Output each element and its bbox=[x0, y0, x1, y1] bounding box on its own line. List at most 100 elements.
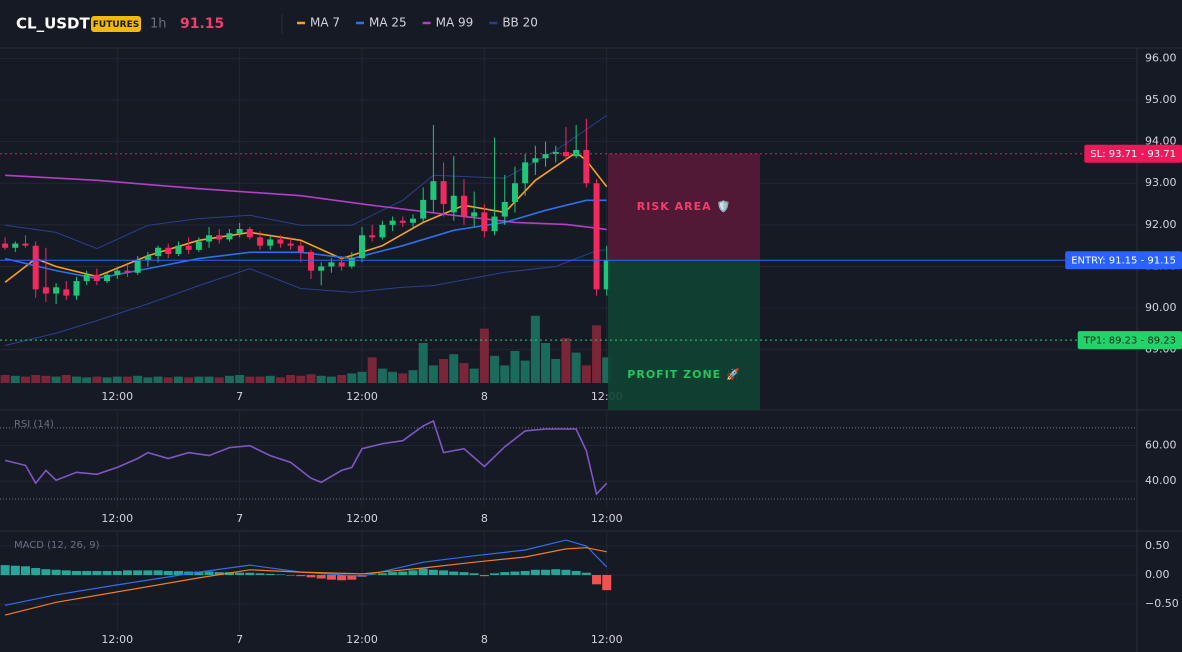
volume-bar bbox=[602, 357, 612, 383]
histogram-bar bbox=[306, 575, 316, 578]
candle-body bbox=[226, 233, 233, 240]
volume-bar bbox=[235, 375, 245, 383]
candle-body bbox=[12, 243, 19, 248]
risk-zone bbox=[608, 153, 760, 261]
volume-bar bbox=[500, 365, 510, 383]
candle-body bbox=[318, 266, 325, 271]
candle-body bbox=[236, 229, 243, 234]
histogram-bar bbox=[602, 575, 612, 591]
volume-bar bbox=[316, 375, 326, 383]
candle-body bbox=[134, 260, 141, 273]
last-price: 91.15 bbox=[180, 16, 224, 32]
histogram-bar bbox=[112, 570, 122, 576]
volume-bar bbox=[224, 375, 234, 383]
volume-bar bbox=[184, 377, 194, 383]
header: CL_USDT FUTURES 1h 91.15 bbox=[16, 14, 283, 34]
histogram-bar bbox=[581, 572, 591, 576]
volume-bar bbox=[71, 376, 81, 383]
volume-bar bbox=[41, 375, 51, 383]
histogram-bar bbox=[347, 575, 357, 580]
histogram-bar bbox=[377, 573, 387, 576]
histogram-bar bbox=[122, 570, 132, 576]
candle-body bbox=[481, 212, 488, 232]
x-tick-label: 12:00 bbox=[346, 633, 378, 646]
x-tick-label: 12:00 bbox=[346, 390, 378, 403]
zone-label: PROFIT ZONE 🚀 bbox=[627, 368, 740, 381]
x-tick-label: 8 bbox=[481, 633, 488, 646]
histogram-bar bbox=[0, 565, 10, 576]
histogram-bar bbox=[530, 569, 540, 576]
candle-body bbox=[389, 220, 396, 225]
trade-zones: RISK AREA 🛡️ PROFIT ZONE 🚀 SL: 93.71 - 93.… bbox=[0, 144, 1182, 410]
level-label: TP1: 89.23 - 89.23 bbox=[1083, 336, 1176, 347]
histogram-bar bbox=[326, 575, 336, 580]
y-tick-label: 93.00 bbox=[1145, 176, 1177, 189]
candle-body bbox=[32, 245, 39, 290]
pane: 12:00 7 12:00 8 12:00 60.00 40.00 RSI (14) bbox=[0, 411, 1177, 525]
symbol: CL_USDT bbox=[16, 15, 91, 33]
candle-body bbox=[104, 274, 111, 282]
candle-body bbox=[369, 235, 376, 238]
histogram-bar bbox=[133, 570, 143, 576]
level-label: ENTRY: 91.15 - 91.15 bbox=[1071, 256, 1176, 267]
histogram-bar bbox=[245, 572, 255, 576]
legend-label: MA 7 bbox=[310, 16, 340, 30]
volume-bar bbox=[296, 375, 306, 383]
x-tick-label: 7 bbox=[236, 390, 243, 403]
volume-bar bbox=[20, 376, 30, 383]
histogram-bar bbox=[398, 571, 408, 576]
candle-body bbox=[83, 274, 90, 282]
candle-body bbox=[63, 289, 70, 296]
histogram-bar bbox=[510, 571, 520, 576]
histogram-bar bbox=[255, 573, 265, 576]
volume-bar bbox=[510, 351, 520, 383]
candle-body bbox=[246, 229, 253, 238]
candle-body bbox=[206, 235, 213, 242]
volume-bar bbox=[102, 377, 112, 383]
histogram-bar bbox=[296, 575, 306, 577]
candle-body bbox=[297, 245, 304, 252]
candle-body bbox=[2, 243, 9, 248]
histogram-bar bbox=[265, 573, 275, 576]
legend: MA 7 MA 25 MA 99 BB 20 bbox=[297, 16, 538, 30]
histogram-bar bbox=[490, 573, 500, 576]
volume-bar bbox=[571, 352, 581, 383]
histogram-bar bbox=[102, 570, 112, 576]
volume-bar bbox=[592, 325, 602, 383]
interval: 1h bbox=[150, 17, 167, 32]
volume-bar bbox=[357, 371, 367, 383]
histogram-bar bbox=[51, 569, 61, 576]
level-label-bg bbox=[1065, 251, 1182, 270]
histogram-bar bbox=[235, 572, 245, 576]
histogram-bar bbox=[275, 574, 285, 576]
volume-bar bbox=[428, 365, 438, 383]
level-label: SL: 93.71 - 93.71 bbox=[1090, 149, 1176, 160]
rsi-line bbox=[4, 419, 608, 496]
volume-bar bbox=[0, 375, 10, 383]
candle-body bbox=[328, 262, 335, 267]
volume-bar bbox=[275, 377, 285, 383]
histogram-bar bbox=[337, 575, 347, 581]
x-tick-label: 7 bbox=[236, 512, 243, 525]
candle-body bbox=[573, 149, 580, 157]
candle-body bbox=[450, 195, 457, 213]
y-tick-label: 0.50 bbox=[1145, 539, 1170, 552]
x-tick-label: 8 bbox=[481, 390, 488, 403]
candle-body bbox=[195, 241, 202, 250]
x-tick-label: 12:00 bbox=[101, 633, 133, 646]
histogram-bar bbox=[469, 573, 479, 576]
histogram-bar bbox=[561, 569, 571, 576]
volume-bar bbox=[347, 373, 357, 383]
volume-bar bbox=[286, 375, 296, 383]
candle-body bbox=[359, 235, 366, 259]
volume-bar bbox=[388, 371, 398, 383]
volume-bar bbox=[377, 368, 387, 383]
y-tick-label: 60.00 bbox=[1145, 439, 1177, 452]
pane-title: MACD (12, 26, 9) bbox=[14, 540, 100, 551]
legend-label: BB 20 bbox=[502, 16, 538, 30]
y-tick-label: 94.00 bbox=[1145, 135, 1177, 148]
histogram-bar bbox=[82, 570, 92, 576]
x-tick-label: 12:00 bbox=[591, 512, 623, 525]
zone-label: RISK AREA 🛡️ bbox=[637, 200, 731, 213]
candle-body bbox=[257, 237, 264, 246]
